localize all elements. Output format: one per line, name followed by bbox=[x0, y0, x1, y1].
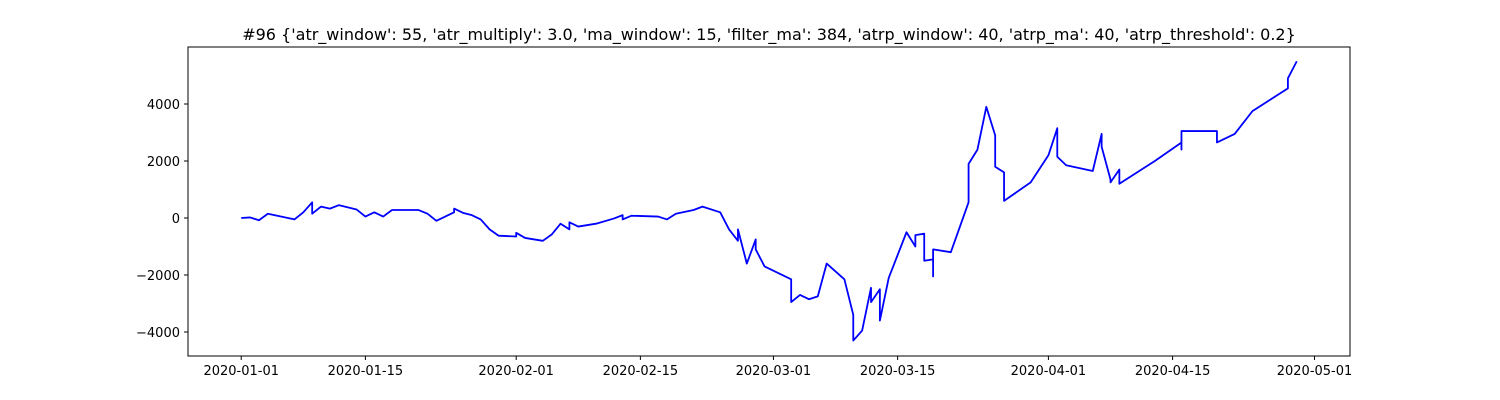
y-tick-label: −4000 bbox=[136, 326, 180, 341]
line-series bbox=[241, 60, 1298, 342]
x-tick-label: 2020-03-15 bbox=[860, 364, 936, 379]
x-tick-label: 2020-03-01 bbox=[736, 364, 812, 379]
y-tick-label: 2000 bbox=[147, 155, 180, 170]
x-tick-label: 2020-05-01 bbox=[1277, 364, 1353, 379]
y-tick-label: 4000 bbox=[147, 98, 180, 113]
y-tick-label: −2000 bbox=[136, 269, 180, 284]
plot-frame bbox=[187, 46, 1351, 357]
x-tick-label: 2020-01-15 bbox=[328, 364, 404, 379]
x-tick-label: 2020-02-01 bbox=[478, 364, 554, 379]
x-tick-label: 2020-02-15 bbox=[603, 364, 679, 379]
x-tick-label: 2020-04-15 bbox=[1135, 364, 1211, 379]
x-tick-label: 2020-04-01 bbox=[1011, 364, 1087, 379]
chart-title: #96 {'atr_window': 55, 'atr_multiply': 3… bbox=[242, 25, 1296, 45]
y-tick-label: 0 bbox=[172, 212, 180, 227]
x-tick-label: 2020-01-01 bbox=[203, 364, 279, 379]
